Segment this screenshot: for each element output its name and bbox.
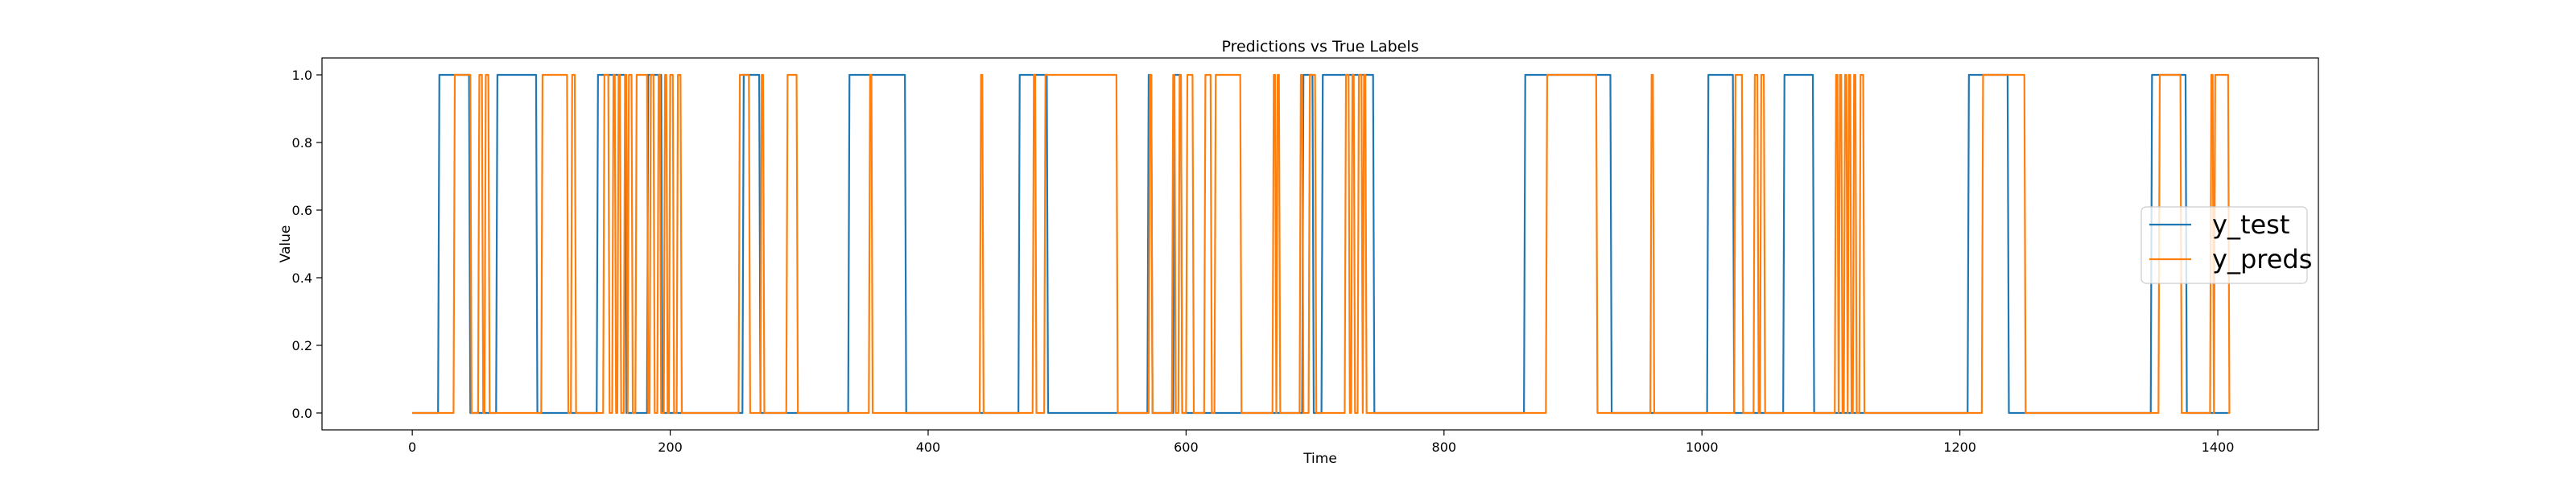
y-axis-label: Value [278, 225, 294, 263]
axes-frame [321, 57, 2319, 431]
plot-area [321, 57, 2319, 431]
chart-title: Predictions vs True Labels [1221, 38, 1418, 56]
x-axis-label: Time [1302, 451, 1337, 467]
legend-label-y-test: y_test [2212, 209, 2289, 240]
y-tick-label: 0.2 [292, 338, 312, 353]
legend-box [2140, 206, 2308, 284]
x-tick-label: 0 [408, 440, 416, 455]
y-tick-label: 0.6 [292, 203, 312, 218]
x-tick-label: 1000 [1686, 440, 1719, 455]
x-tick-label: 800 [1432, 440, 1457, 455]
x-tick-label: 600 [1174, 440, 1199, 455]
y-tick-label: 1.0 [292, 68, 312, 83]
x-axis-ticks: 0 200 400 600 800 1000 1200 1400 [408, 430, 2234, 455]
series-layer [412, 73, 2231, 415]
x-tick-label: 1400 [2202, 440, 2235, 455]
x-tick-label: 400 [916, 440, 941, 455]
x-tick-label: 200 [658, 440, 683, 455]
legend: y_test y_preds [2140, 206, 2312, 284]
y-axis-ticks: 0.0 0.2 0.4 0.6 0.8 1.0 [292, 68, 322, 421]
series-line-y-preds [412, 73, 2231, 415]
y-tick-label: 0.4 [292, 270, 312, 286]
legend-label-y-preds: y_preds [2212, 244, 2312, 275]
x-tick-label: 1200 [1943, 440, 1976, 455]
y-tick-label: 0.0 [292, 406, 312, 421]
y-tick-label: 0.8 [292, 135, 312, 151]
